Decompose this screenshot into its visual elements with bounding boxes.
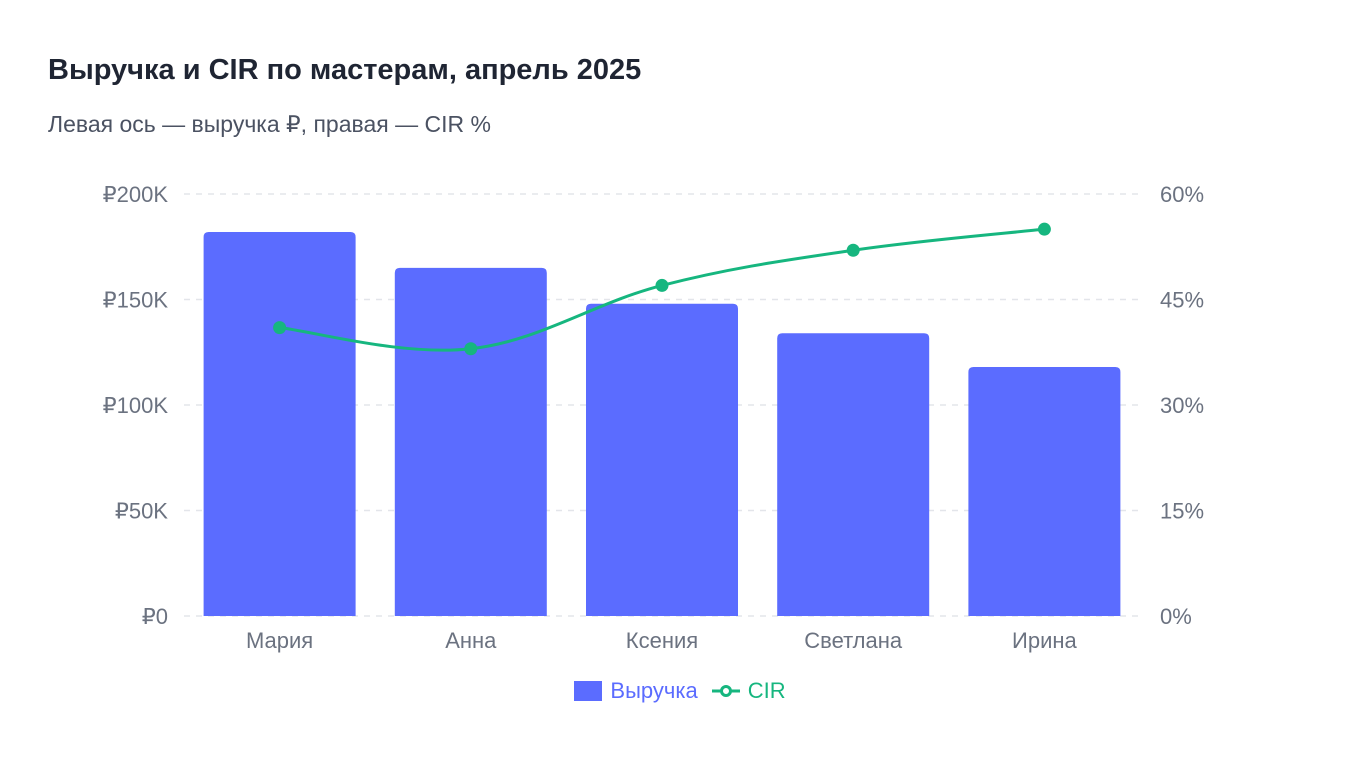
chart-canvas: ₽0 ₽50K ₽100K ₽150K ₽200K 0% 15% 30% 45% 60% Мария… (103, 182, 1204, 653)
legend-bar-swatch (574, 681, 603, 701)
y-right-tick-label: 45% (1160, 288, 1204, 313)
bar-revenue (586, 303, 738, 616)
chart-legend: Выручка CIR (0, 678, 1360, 704)
y-left-tick-label: ₽150K (103, 288, 169, 313)
point-cir (273, 321, 287, 335)
legend-label-revenue: Выручка (610, 678, 698, 703)
y-left-tick-label: ₽0 (142, 604, 168, 629)
chart-title: Выручка и CIR по мастерам, апрель 2025 (48, 54, 642, 86)
chart-subtitle: Левая ось — выручка ₽, правая — CIR % (48, 111, 491, 137)
legend-line-swatch (711, 685, 740, 697)
bar-revenue (777, 333, 930, 616)
point-cir (655, 278, 669, 292)
legend-label-cir: CIR (747, 678, 786, 703)
point-cir (846, 243, 860, 257)
y-right-tick-label: 60% (1160, 182, 1204, 207)
point-cir (1037, 222, 1051, 236)
x-category-label: Ирина (1012, 628, 1077, 653)
y-right-tick-label: 15% (1160, 499, 1204, 524)
point-cir (464, 342, 478, 356)
y-left-tick-label: ₽200K (103, 182, 169, 207)
x-category-label: Анна (445, 628, 497, 653)
bar-revenue (203, 231, 356, 617)
x-category-label: Светлана (804, 628, 903, 653)
bar-revenue (394, 267, 547, 616)
y-right-tick-label: 30% (1160, 393, 1204, 418)
y-left-tick-label: ₽100K (103, 393, 169, 418)
x-category-label: Мария (246, 628, 313, 653)
x-category-label: Ксения (626, 628, 698, 653)
legend-item-revenue[interactable]: Выручка (574, 678, 698, 704)
bar-revenue (968, 367, 1121, 616)
y-left-tick-label: ₽50K (115, 499, 168, 524)
legend-item-cir[interactable]: CIR (711, 678, 786, 704)
y-right-tick-label: 0% (1160, 604, 1192, 629)
